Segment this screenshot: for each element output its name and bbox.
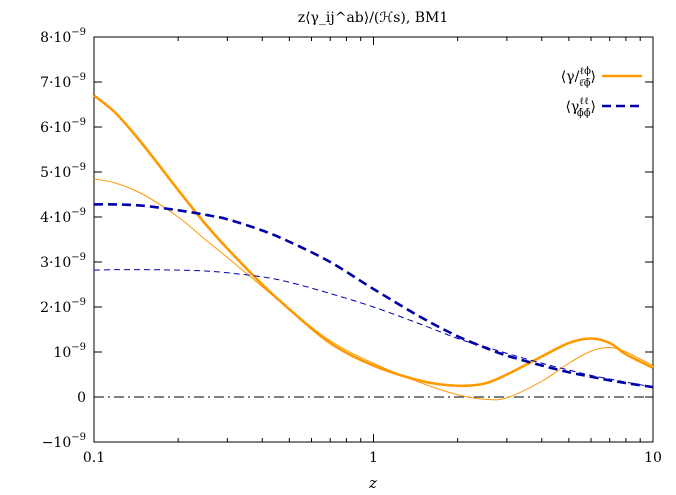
x-tick-label: 0.1 (83, 450, 105, 466)
series-line-2 (93, 178, 654, 401)
y-tick-label: 2·10−9 (40, 297, 86, 316)
x-tick-label: 1 (369, 450, 378, 466)
series-line-3 (93, 203, 654, 389)
series-line-4 (93, 269, 654, 388)
y-tick-label: −10−9 (42, 432, 86, 451)
plot-frame (93, 36, 654, 443)
legend: ⟨γ/ℓϕ ℓ̄ϕ̄⟩ ⟨γℓℓ ϕ̄ϕ̄⟩ (561, 66, 642, 119)
y-tick-label: 0 (77, 390, 86, 406)
x-axis-label: z (368, 474, 377, 492)
chart-title: z⟨γ_ij^ab⟩/(ℋs), BM1 (298, 10, 449, 26)
legend-label-1: ⟨γ/ℓϕ ℓ̄ϕ̄⟩ (561, 66, 596, 89)
y-tick-label: 10−9 (53, 342, 86, 361)
y-tick-label: 3·10−9 (40, 252, 86, 271)
x-tick-label: 10 (644, 450, 662, 466)
y-tick-label: 5·10−9 (40, 162, 86, 181)
x-axis: 0.1 1 10 (83, 37, 662, 466)
y-tick-label: 8·10−9 (40, 27, 86, 46)
y-tick-label: 6·10−9 (40, 117, 86, 136)
y-tick-label: 7·10−9 (40, 72, 86, 91)
y-axis: 8·10−9 7·10−9 6·10−9 5·10−9 4·10−9 3·10−9 2·10… (40, 27, 653, 451)
y-tick-label: 4·10−9 (40, 207, 86, 226)
series-line-1 (93, 94, 654, 388)
legend-label-2: ⟨γℓℓ ϕ̄ϕ̄⟩ (565, 96, 596, 119)
series-layer (93, 94, 654, 401)
